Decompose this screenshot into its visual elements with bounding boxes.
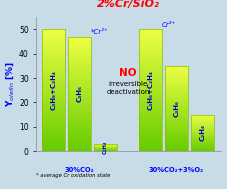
Bar [94,144,117,151]
Bar [164,66,187,151]
Bar [138,29,161,151]
Text: * average Cr oxidation state: * average Cr oxidation state [36,173,110,178]
Text: *Cr²⁺: *Cr²⁺ [91,29,109,35]
Y-axis label: Y$_{olefin}$ [%]: Y$_{olefin}$ [%] [4,61,16,107]
Text: Cr³⁺: Cr³⁺ [161,22,175,28]
Text: C₂H₄: C₂H₄ [103,141,108,154]
Text: C₃H₆: C₃H₆ [76,85,82,102]
Text: C₂H₄: C₂H₄ [198,124,205,141]
Text: NO: NO [119,68,136,78]
Text: irreversible
deactivation: irreversible deactivation [106,81,149,95]
Text: C₃H₆+C₂H₄: C₃H₆+C₂H₄ [147,70,153,110]
Text: C₃H₆+C₂H₄: C₃H₆+C₂H₄ [50,70,56,110]
Text: C₃H₆: C₃H₆ [173,100,179,117]
Bar [190,115,213,151]
Bar [68,36,91,151]
Text: 2%Cr/SiO₂: 2%Cr/SiO₂ [97,0,160,9]
Bar [42,29,65,151]
Text: 30%CO₂: 30%CO₂ [64,167,94,173]
Text: 30%CO₂+3%O₂: 30%CO₂+3%O₂ [148,167,203,173]
